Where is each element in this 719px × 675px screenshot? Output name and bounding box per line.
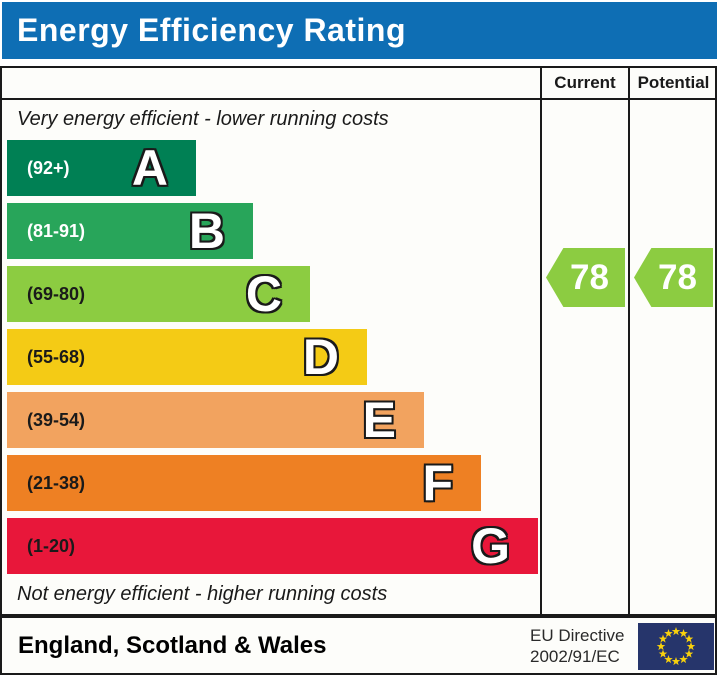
- band-range: (81-91): [27, 220, 86, 241]
- band-range: (69-80): [27, 283, 86, 304]
- eu-flag-icon: [638, 623, 714, 670]
- bottom-note: Not energy efficient - higher running co…: [17, 583, 388, 605]
- potential-rating-arrow: 78: [634, 248, 713, 307]
- eu-directive-line1: EU Directive: [530, 626, 625, 645]
- band-letter: F: [422, 455, 453, 511]
- band-row-e: (39-54) E: [7, 392, 424, 448]
- eu-directive-label: EU Directive 2002/91/EC: [530, 625, 634, 667]
- current-rating-arrow: 78: [546, 248, 625, 307]
- band-letter: G: [471, 518, 510, 574]
- band-row-f: (21-38) F: [7, 455, 481, 511]
- potential-column-header: Potential: [637, 73, 710, 92]
- eu-flag-stars: [656, 627, 696, 666]
- footer-region-label: England, Scotland & Wales: [18, 631, 327, 659]
- band-row-b: (81-91) B: [7, 203, 253, 259]
- band-letter: C: [245, 266, 282, 322]
- band-range: (55-68): [27, 346, 86, 367]
- footer-bar: England, Scotland & Wales EU Directive 2…: [0, 616, 717, 675]
- band-letter: E: [362, 392, 396, 448]
- band-row-d: (55-68) D: [7, 329, 367, 385]
- potential-column-divider: [628, 66, 630, 616]
- band-row-a: (92+) A: [7, 140, 196, 196]
- band-row-c: (69-80) C: [7, 266, 310, 322]
- header-divider: [0, 98, 717, 100]
- potential-rating-value: 78: [658, 257, 697, 297]
- band-row-g: (1-20) G: [7, 518, 538, 574]
- band-range: (39-54): [27, 409, 86, 430]
- current-rating-value: 78: [570, 257, 609, 297]
- page-title: Energy Efficiency Rating: [17, 12, 406, 48]
- band-range: (21-38): [27, 472, 86, 493]
- band-range: (1-20): [27, 535, 76, 556]
- current-column-divider: [540, 66, 542, 616]
- eu-directive-line2: 2002/91/EC: [530, 647, 620, 666]
- current-column-header: Current: [554, 73, 616, 92]
- band-range: (92+): [27, 157, 70, 178]
- band-letter: A: [131, 140, 168, 196]
- band-letter: B: [188, 203, 225, 259]
- title-bar: Energy Efficiency Rating: [2, 2, 717, 59]
- top-note: Very energy efficient - lower running co…: [17, 108, 389, 130]
- band-letter: D: [302, 329, 339, 385]
